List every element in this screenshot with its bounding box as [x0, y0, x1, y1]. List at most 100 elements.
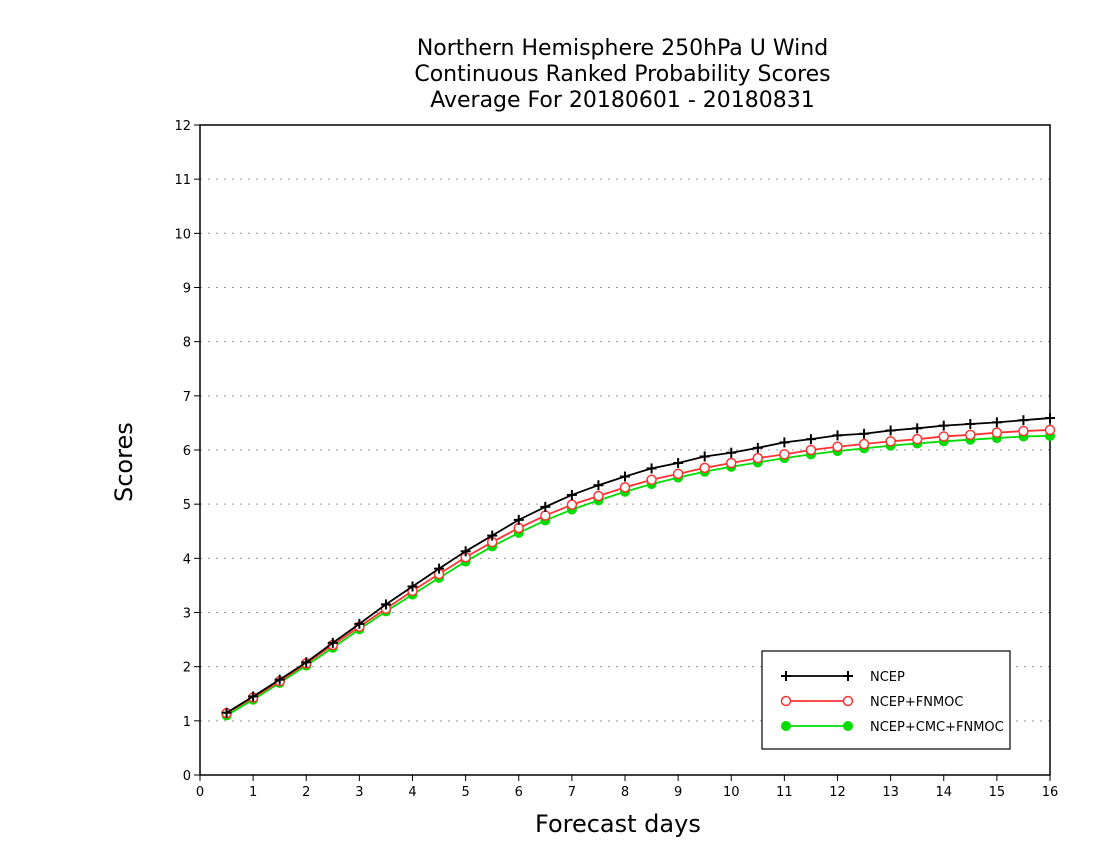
x-tick-label: 3 [355, 785, 363, 800]
y-tick-label: 2 [183, 661, 191, 676]
legend: NCEP NCEP+FNMOC NCEP+CMC+FNMOC [761, 650, 1011, 750]
y-tick-label: 8 [183, 336, 191, 351]
x-tick-label: 9 [674, 785, 682, 800]
data-point [965, 429, 976, 441]
chart-title-line-1: Northern Hemisphere 250hPa U Wind [416, 36, 829, 61]
data-point [805, 444, 817, 456]
x-tick-label: 8 [621, 785, 629, 800]
y-tick-label: 9 [183, 282, 191, 297]
x-tick-label: 13 [882, 785, 899, 800]
y-tick-label: 12 [174, 119, 191, 134]
x-tick-label: 4 [408, 785, 416, 800]
y-tick-label: 6 [183, 444, 191, 459]
x-tick-label: 7 [568, 785, 576, 800]
legend-label: NCEP+FNMOC [870, 695, 963, 710]
data-point [593, 490, 604, 502]
y-tick-label: 7 [183, 390, 191, 405]
data-point [938, 420, 949, 431]
data-point [752, 452, 764, 464]
x-tick-label: 11 [776, 785, 793, 800]
data-point [699, 462, 710, 474]
data-point [620, 471, 630, 482]
legend-box [761, 650, 1011, 750]
series-0 [221, 413, 1055, 718]
legend-marker [843, 721, 853, 731]
data-point [672, 468, 684, 480]
x-tick-label: 12 [829, 785, 846, 800]
data-point [1018, 425, 1029, 437]
data-point [566, 489, 577, 500]
data-point [646, 463, 657, 474]
data-point [407, 581, 418, 592]
x-tick-label: 16 [1042, 785, 1059, 800]
data-point [885, 436, 896, 447]
y-tick-label: 11 [174, 173, 191, 188]
y-tick-label: 1 [183, 715, 191, 730]
data-point [646, 474, 657, 486]
x-tick-label: 2 [302, 785, 310, 800]
y-axis-label-text: Scores [110, 422, 138, 502]
x-tick-label: 15 [989, 785, 1006, 800]
legend-label: NCEP+CMC+FNMOC [870, 720, 1004, 735]
series-layer [221, 413, 1056, 721]
data-point [912, 423, 923, 434]
y-tick-label: 5 [183, 498, 191, 513]
x-tick-label: 14 [935, 785, 952, 800]
data-point [779, 437, 790, 448]
data-point [460, 546, 471, 557]
data-point [221, 707, 232, 718]
x-tick-label: 1 [249, 785, 257, 800]
data-point [1045, 413, 1055, 424]
data-point [673, 458, 684, 468]
data-point [248, 691, 259, 702]
data-point [859, 428, 870, 439]
y-tick-label: 4 [183, 552, 191, 567]
data-point [911, 433, 923, 445]
legend-marker [781, 721, 791, 731]
data-point [832, 430, 843, 441]
legend-marker [780, 695, 792, 707]
y-tick-label: 3 [183, 607, 191, 622]
data-point [991, 427, 1003, 438]
data-point [1018, 415, 1029, 426]
data-point [327, 637, 338, 648]
data-point [726, 457, 737, 469]
data-point [832, 441, 843, 452]
data-point [434, 563, 445, 574]
y-axis-label: Scores [110, 422, 138, 502]
legend-marker [843, 671, 853, 681]
data-point [619, 482, 631, 493]
data-point [593, 480, 604, 491]
legend-label: NCEP [870, 670, 905, 685]
data-point [752, 442, 763, 453]
data-point [779, 449, 790, 460]
data-point [991, 417, 1002, 428]
data-point [540, 510, 551, 521]
data-point [354, 618, 365, 629]
x-tick-label: 10 [723, 785, 740, 800]
data-point [699, 451, 710, 462]
data-point [274, 674, 285, 685]
data-point [885, 425, 896, 436]
data-point [965, 419, 976, 429]
x-tick-label: 0 [196, 785, 204, 800]
legend-marker [781, 671, 791, 681]
chart-title-line-2: Continuous Ranked Probability Scores [414, 62, 831, 87]
data-point [726, 447, 737, 458]
data-point [858, 438, 870, 450]
legend-marker [842, 695, 854, 707]
data-point [487, 530, 498, 541]
y-tick-label: 0 [183, 769, 191, 784]
x-axis-label: Forecast days [535, 810, 701, 838]
data-point [301, 657, 312, 668]
grid [200, 178, 1050, 722]
x-tick-label: 6 [515, 785, 523, 800]
y-tick-label: 10 [174, 227, 191, 242]
data-point [513, 514, 524, 525]
data-point [805, 434, 816, 445]
chart-title-line-3: Average For 20180601 - 20180831 [430, 88, 815, 113]
data-point [380, 599, 391, 610]
data-point [1044, 424, 1056, 436]
data-point [540, 501, 551, 512]
